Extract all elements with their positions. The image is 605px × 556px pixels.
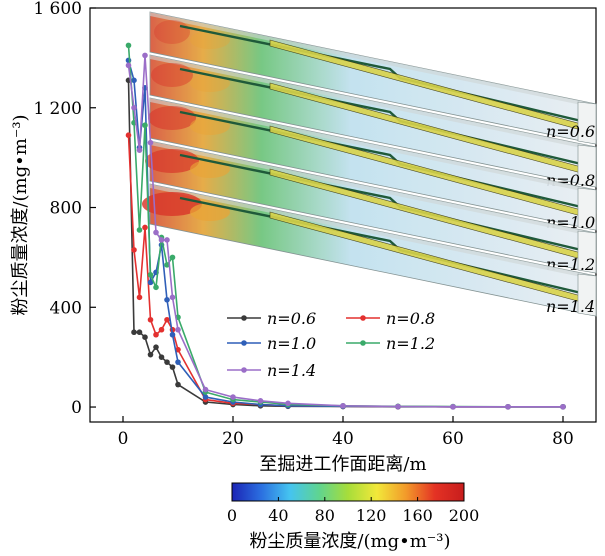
legend-label: n=1.2 <box>386 334 435 353</box>
data-point <box>131 329 137 336</box>
data-point <box>169 331 176 338</box>
data-point <box>202 394 209 400</box>
data-point <box>153 331 159 338</box>
data-point <box>257 398 264 404</box>
inset-tunnel: n=1.2 <box>145 140 597 274</box>
data-point <box>147 351 154 358</box>
data-point <box>164 296 170 303</box>
data-point <box>153 229 159 236</box>
data-point <box>340 402 346 409</box>
x-tick-label: 20 <box>222 429 244 449</box>
y-axis-ticks: 0 400 800 1 200 1 600 <box>33 0 96 418</box>
x-axis-title: 至掘进工作面距离/m <box>259 454 426 475</box>
colorbar-tick-label: 200 <box>449 506 480 525</box>
data-point <box>175 326 181 333</box>
colorbar-gradient <box>231 482 465 502</box>
data-point <box>147 272 154 278</box>
colorbar-tick-label: 0 <box>227 506 237 525</box>
legend-item: n=0.6 <box>227 309 316 328</box>
colorbar: 0 40 80 120 160 200 <box>227 482 480 525</box>
y-tick-label: 800 <box>50 199 82 219</box>
data-point <box>147 279 154 286</box>
inset-tunnel: n=1.0 <box>148 97 597 232</box>
legend-label: n=0.6 <box>267 309 316 328</box>
x-tick-label: 80 <box>552 429 574 449</box>
x-tick-label: 40 <box>332 429 354 449</box>
data-point <box>147 139 154 146</box>
data-point <box>136 227 143 233</box>
y-tick-label: 0 <box>71 398 82 418</box>
data-point <box>169 294 176 301</box>
data-point <box>169 254 176 261</box>
legend-item: n=1.2 <box>346 334 435 353</box>
data-point <box>131 77 137 84</box>
data-point <box>158 326 165 333</box>
y-tick-label: 1 600 <box>33 0 82 19</box>
x-tick-label: 60 <box>442 429 464 449</box>
inset-tunnel: n=0.6 <box>149 11 597 145</box>
data-point <box>125 132 132 138</box>
data-point <box>164 262 170 268</box>
colorbar-tick-label: 120 <box>356 506 387 525</box>
colorbar-title: 粉尘质量浓度/(mg•m⁻³) <box>249 531 450 552</box>
y-axis-title: 粉尘质量浓度/(mg•m⁻³) <box>10 114 31 315</box>
data-point <box>136 294 143 301</box>
legend-item: n=0.8 <box>346 309 435 328</box>
y-tick-label: 400 <box>50 298 82 318</box>
legend-label: n=1.0 <box>267 334 316 353</box>
data-point <box>158 354 165 360</box>
data-point <box>158 237 165 243</box>
data-point <box>395 403 401 410</box>
data-point <box>164 237 170 243</box>
data-point <box>147 316 154 323</box>
data-point <box>169 364 176 370</box>
data-point <box>285 400 291 407</box>
data-point <box>153 284 159 291</box>
tunnel-simulation-inset: n=0.6n=0.8n=1.0n=1.2 n=1.4 <box>142 11 597 317</box>
data-point <box>125 42 132 49</box>
legend-item: n=1.0 <box>227 334 316 353</box>
data-point <box>142 334 148 341</box>
data-point <box>136 329 143 336</box>
data-point <box>175 381 181 388</box>
data-point <box>164 359 170 365</box>
data-point <box>142 122 148 129</box>
inset-label: n=1.4 <box>546 297 595 316</box>
data-point <box>136 147 143 153</box>
data-point <box>450 403 456 410</box>
legend-label: n=0.8 <box>386 309 435 328</box>
data-point <box>131 104 137 111</box>
colorbar-tick-label: 80 <box>315 506 335 525</box>
x-tick-label: 0 <box>118 429 129 449</box>
inset-tunnel: n=0.8 <box>149 54 597 190</box>
legend-label: n=1.4 <box>267 361 316 380</box>
data-point <box>125 62 132 69</box>
inset-label: n=0.6 <box>546 122 595 141</box>
colorbar-tick-label: 40 <box>268 506 288 525</box>
legend-item: n=1.4 <box>227 361 316 380</box>
x-axis-ticks: 0 20 40 60 80 <box>118 416 574 449</box>
data-point <box>230 394 236 400</box>
data-point <box>142 224 148 231</box>
data-point <box>164 316 170 323</box>
data-point <box>131 247 137 253</box>
inset-tunnel: n=1.4 <box>142 183 597 317</box>
series-n=1.4 <box>125 52 566 410</box>
data-point <box>175 359 181 365</box>
colorbar-tick-label: 160 <box>402 506 433 525</box>
y-tick-label: 1 200 <box>33 99 82 119</box>
data-point <box>560 403 566 410</box>
data-point <box>153 344 159 350</box>
data-point <box>505 403 511 410</box>
data-point <box>202 386 209 393</box>
data-point <box>142 52 148 59</box>
legend: n=0.6 n=0.8 n=1.0 n=1.2 n=1.4 <box>227 309 435 380</box>
series-layer <box>125 42 566 410</box>
